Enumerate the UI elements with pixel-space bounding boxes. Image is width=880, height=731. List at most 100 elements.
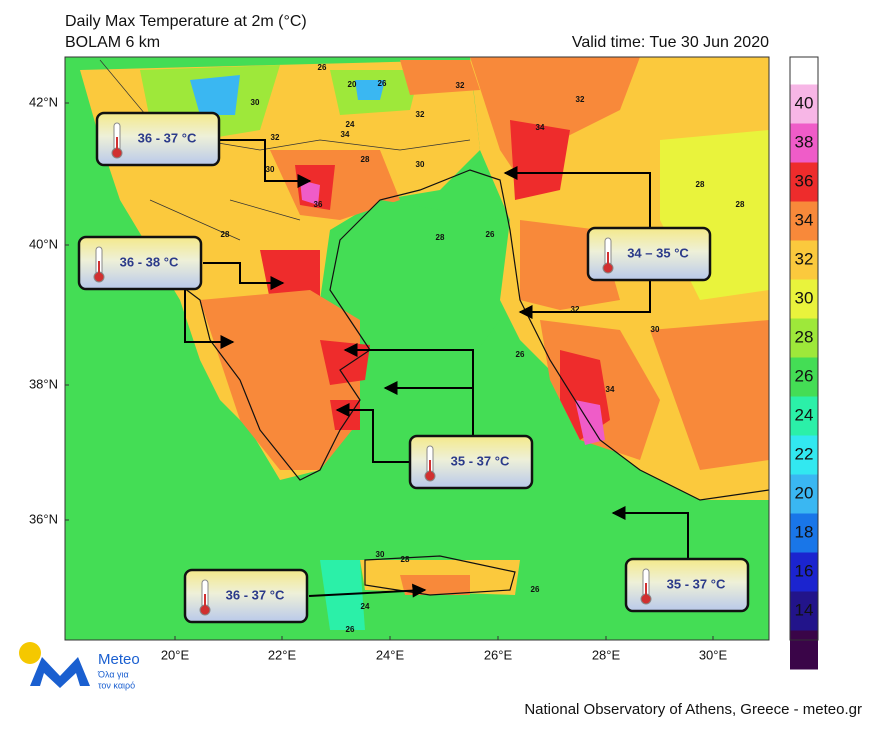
lat-label: 40°N — [29, 236, 58, 251]
axes: 42°N 40°N 38°N 36°N 20°E 22°E 24°E 26°E 28°E 30°E — [29, 94, 728, 662]
map-value-label: 30 — [266, 165, 275, 174]
map-value-label: 26 — [318, 63, 327, 72]
map-value-label: 36 — [314, 200, 323, 209]
subtitle: BOLAM 6 km — [65, 34, 160, 51]
map-value-label: 28 — [361, 155, 370, 164]
map-value-label: 20 — [348, 80, 357, 89]
map-value-label: 32 — [571, 305, 580, 314]
logo-tagline: τον καιρό — [98, 680, 135, 690]
thermometer-fill — [204, 594, 206, 608]
callout-box — [77, 235, 203, 291]
logo-name: Meteo — [98, 651, 140, 668]
lat-label: 36°N — [29, 511, 58, 526]
logo-tagline: Όλα για — [97, 669, 129, 679]
map-value-label: 30 — [416, 160, 425, 169]
map-value-label: 32 — [576, 95, 585, 104]
callout-label: 35 - 37 °C — [451, 453, 510, 468]
callout-arrow — [335, 403, 410, 463]
logo: Meteo Όλα για τον καιρό — [19, 642, 140, 690]
callout-label: 35 - 37 °C — [667, 576, 726, 591]
lon-label: 30°E — [699, 647, 728, 662]
colorbar-label: 26 — [795, 366, 814, 385]
map-value-label: 26 — [516, 350, 525, 359]
map-value-label: 26 — [531, 585, 540, 594]
callout-box — [586, 226, 712, 282]
map-value-label: 28 — [221, 230, 230, 239]
map-labels: 26 20 26 32 30 32 34 32 24 28 30 36 26 28 32 34 28 32 30 34… — [221, 63, 745, 634]
colorbar-segment — [790, 591, 818, 631]
map-value-label: 28 — [736, 200, 745, 209]
callouts: 36 - 37 °C 36 - 38 °C 34 – 35 °C 35 - 37 °C… — [77, 111, 750, 624]
colorbar-segment — [790, 396, 818, 436]
colorbar-segment — [790, 123, 818, 163]
lon-label: 22°E — [268, 647, 297, 662]
colorbar-segment — [790, 435, 818, 475]
map-value-label: 32 — [271, 133, 280, 142]
colorbar-segment — [790, 84, 818, 124]
thermometer-fill — [645, 583, 647, 597]
colorbar-segment — [790, 201, 818, 241]
colorbar-label: 40 — [795, 93, 814, 112]
map-value-label: 34 — [606, 385, 615, 394]
callout-arrow — [203, 262, 285, 290]
map-value-label: 24 — [346, 120, 355, 129]
callout-arrow — [611, 506, 689, 559]
thermometer-fill — [98, 261, 100, 275]
callout-arrow — [219, 139, 312, 188]
map-value-label: 30 — [651, 325, 660, 334]
map-value-label: 28 — [696, 180, 705, 189]
colorbar-segment — [790, 552, 818, 592]
colorbar-label: 34 — [795, 210, 814, 229]
callout-arrow — [184, 289, 235, 349]
map-value-label: 30 — [251, 98, 260, 107]
map-value-label: 34 — [536, 123, 545, 132]
callout-label: 36 - 37 °C — [226, 587, 285, 602]
callout-label: 34 – 35 °C — [627, 245, 689, 260]
map-value-label: 26 — [378, 79, 387, 88]
colorbar: 40 38 36 34 32 30 28 26 24 22 20 18 16 14 — [789, 56, 819, 670]
thermometer-fill — [116, 137, 118, 151]
callout-label: 36 - 37 °C — [138, 130, 197, 145]
colorbar-label: 32 — [795, 249, 814, 268]
colorbar-label: 24 — [795, 405, 814, 424]
thermometer-fill — [607, 252, 609, 266]
colorbar-label: 22 — [795, 444, 814, 463]
colorbar-segment — [790, 630, 818, 670]
callout-box — [624, 557, 750, 613]
colorbar-segment — [790, 513, 818, 553]
valid-time: Valid time: Tue 30 Jun 2020 — [572, 34, 769, 51]
colorbar-segment — [790, 240, 818, 280]
colorbar-label: 16 — [795, 561, 814, 580]
lon-label: 28°E — [592, 647, 621, 662]
callout-arrow — [503, 166, 651, 228]
callout-box — [183, 568, 309, 624]
map-value-label: 34 — [341, 130, 350, 139]
colorbar-segment — [790, 279, 818, 319]
map-value-label: 28 — [401, 555, 410, 564]
callout-arrow — [343, 343, 474, 436]
map-value-label: 32 — [456, 81, 465, 90]
colorbar-label: 30 — [795, 288, 814, 307]
colorbar-segment — [790, 318, 818, 358]
map-frame — [64, 56, 770, 641]
map-value-label: 28 — [436, 233, 445, 242]
callout-box — [408, 434, 534, 490]
colorbar-segment — [790, 57, 818, 85]
footer: National Observatory of Athens, Greece -… — [524, 701, 862, 718]
map-value-label: 24 — [361, 602, 370, 611]
map — [65, 57, 769, 640]
colorbar-label: 20 — [795, 483, 814, 502]
thermometer-fill — [429, 460, 431, 474]
callout-label: 36 - 38 °C — [120, 254, 179, 269]
map-value-label: 32 — [416, 110, 425, 119]
map-value-label: 26 — [486, 230, 495, 239]
colorbar-label: 36 — [795, 171, 814, 190]
callout-arrow — [518, 280, 651, 319]
colorbar-label: 14 — [795, 600, 814, 619]
colorbar-label: 18 — [795, 522, 814, 541]
lon-label: 20°E — [161, 647, 190, 662]
colorbar-segment — [790, 357, 818, 397]
lon-label: 24°E — [376, 647, 405, 662]
colorbar-frame — [789, 56, 819, 641]
